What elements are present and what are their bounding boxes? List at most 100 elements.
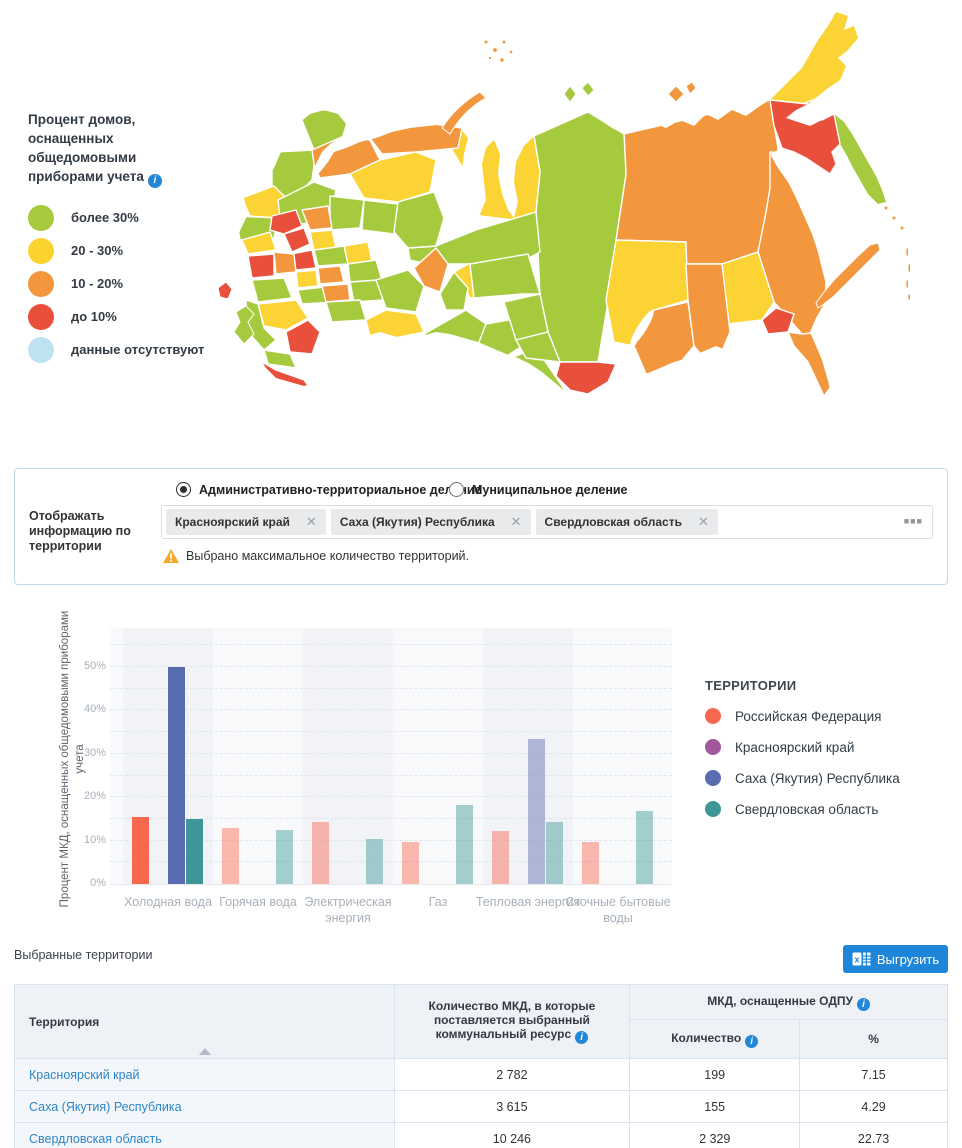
chart-category-band [303, 628, 393, 884]
bar-Свердловская область-Холодная вода[interactable] [186, 819, 203, 884]
territories-legend-title: ТЕРРИТОРИИ [705, 678, 797, 693]
x-label: Горячая вода [219, 895, 297, 909]
territory-link[interactable]: Красноярский край [29, 1067, 140, 1082]
legend-label: 20 - 30% [71, 243, 124, 258]
max-territories-warning: Выбрано максимальное количество территор… [163, 549, 469, 563]
bar-Свердловская область-Горячая вода[interactable] [276, 830, 293, 884]
territory-link[interactable]: Саха (Якутия) Республика [29, 1099, 182, 1114]
chart-category-band [483, 628, 573, 884]
gridline [110, 709, 672, 711]
bar-Свердловская область-Газ[interactable] [456, 804, 473, 884]
territory-color-dot [705, 770, 721, 786]
territories-table: Территория Количество МКД, в которые пос… [14, 984, 948, 1148]
table-row: Красноярский край 2 782 199 7.15 [14, 1058, 948, 1091]
remove-tag-icon[interactable]: ✕ [510, 514, 522, 529]
territory-legend-item[interactable]: Саха (Якутия) Республика [705, 770, 945, 786]
chart-category-band [573, 628, 663, 884]
territory-name: Саха (Якутия) Республика [735, 770, 900, 786]
info-icon[interactable]: i [856, 997, 870, 1011]
territory-tag[interactable]: Саха (Якутия) Республика ✕ [330, 509, 531, 535]
territory-color-dot [705, 739, 721, 755]
bar-Российская Федерация-Горячая вода[interactable] [222, 828, 239, 884]
table-row: Саха (Якутия) Республика 3 615 155 4.29 [14, 1090, 948, 1123]
svg-text:x: x [854, 955, 859, 965]
bar-Российская Федерация-Газ[interactable] [402, 842, 419, 884]
tag-label: Красноярский край [175, 515, 290, 529]
odpu-count-value: 2 329 [629, 1122, 801, 1148]
selected-territories-caption: Выбранные территории [14, 948, 153, 962]
info-icon[interactable]: i [745, 1034, 759, 1048]
gridline [110, 774, 672, 776]
more-territories-button[interactable]: ■■■ [903, 516, 923, 526]
radio-icon[interactable] [176, 482, 191, 497]
legend-color-dot [28, 237, 54, 264]
legend-label: до 10% [71, 309, 117, 324]
y-tick: 40% [83, 703, 106, 716]
bar-Свердловская область-Тепловая энергия[interactable] [546, 821, 563, 884]
territory-legend-item[interactable]: Красноярский край [705, 739, 945, 755]
y-tick: 50% [83, 660, 106, 673]
territory-tag[interactable]: Красноярский край ✕ [166, 509, 326, 535]
tag-label: Свердловская область [544, 515, 682, 529]
sort-asc-icon[interactable] [199, 1048, 212, 1055]
map-legend-item: до 10% [28, 300, 228, 333]
territory-tag[interactable]: Свердловская область ✕ [535, 509, 718, 535]
odpu-percent-value: 4.29 [799, 1090, 948, 1123]
info-icon[interactable]: i [147, 174, 162, 188]
gridline [110, 644, 672, 646]
bar-Саха (Якутия) Республика-Холодная вода[interactable] [168, 667, 185, 884]
gridline [110, 687, 672, 689]
x-label: Тепловая энергия [475, 895, 581, 909]
division-radio-1[interactable]: Муниципальное деление [449, 482, 628, 497]
bar-chart-plot[interactable] [110, 628, 672, 885]
map-legend-item: 20 - 30% [28, 234, 228, 267]
mkd-supplied-value: 3 615 [393, 1090, 631, 1123]
territory-legend-item[interactable]: Свердловская область [705, 801, 945, 817]
bar-Российская Федерация-Сточные бытовые воды[interactable] [582, 842, 599, 884]
col-percent[interactable]: % [799, 1019, 948, 1059]
export-button[interactable]: x Выгрузить [843, 945, 948, 973]
legend-color-dot [28, 270, 54, 297]
bar-Российская Федерация-Холодная вода[interactable] [132, 817, 149, 884]
territory-name: Российская Федерация [735, 708, 882, 724]
map-legend-item: данные отсутствуют [28, 333, 228, 366]
bar-Свердловская область-Электрическая энергия[interactable] [366, 838, 383, 884]
bar-Российская Федерация-Электрическая энергия[interactable] [312, 822, 329, 884]
warning-text: Выбрано максимальное количество территор… [186, 549, 470, 563]
territories-legend-items: Российская Федерация Красноярский край С… [705, 708, 945, 817]
info-icon[interactable]: i [575, 1031, 589, 1044]
gridline [110, 839, 672, 841]
territory-name: Свердловская область [735, 801, 879, 817]
territory-name: Красноярский край [735, 739, 855, 755]
y-tick: 30% [83, 746, 106, 759]
russia-choropleth-map[interactable] [218, 2, 918, 402]
bar-Российская Федерация-Тепловая энергия[interactable] [492, 831, 509, 884]
col-mkd-supplied[interactable]: Количество МКД, в которые поставляется в… [393, 984, 631, 1059]
tag-label: Саха (Якутия) Республика [339, 515, 495, 529]
region-kaliningrad [218, 281, 233, 300]
radio-icon[interactable] [449, 482, 464, 497]
radio-label: Муниципальное деление [472, 482, 628, 497]
x-label: Газ [428, 895, 448, 909]
odpu-count-value: 155 [629, 1090, 801, 1123]
territory-tags-field[interactable]: Красноярский край ✕ Саха (Якутия) Республи… [161, 505, 933, 539]
gridline [110, 666, 672, 668]
remove-tag-icon[interactable]: ✕ [697, 514, 709, 529]
map-legend-items: более 30% 20 - 30% 10 - 20% до 10% данны… [28, 201, 228, 366]
col-count[interactable]: Количество i [629, 1019, 801, 1059]
territory-link[interactable]: Свердловская область [29, 1131, 162, 1146]
remove-tag-icon[interactable]: ✕ [305, 514, 317, 529]
radio-label: Административно-территориальное деление [199, 482, 482, 497]
warning-icon [163, 549, 179, 563]
mkd-supplied-value: 2 782 [393, 1058, 631, 1091]
territory-legend-item[interactable]: Российская Федерация [705, 708, 945, 724]
bar-Свердловская область-Сточные бытовые воды[interactable] [636, 811, 653, 884]
division-radio-0[interactable]: Административно-территориальное деление [176, 482, 482, 497]
odpu-count-value: 199 [629, 1058, 801, 1091]
legend-label: данные отсутствуют [71, 342, 205, 357]
bar-Саха (Якутия) Республика-Тепловая энергия[interactable] [528, 739, 545, 884]
col-group-odpu: МКД, оснащенные ОДПУ i [629, 984, 948, 1020]
y-tick: 20% [83, 790, 106, 803]
table-row: Свердловская область 10 246 2 329 22.73 [14, 1122, 948, 1148]
col-territory[interactable]: Территория [14, 984, 395, 1059]
